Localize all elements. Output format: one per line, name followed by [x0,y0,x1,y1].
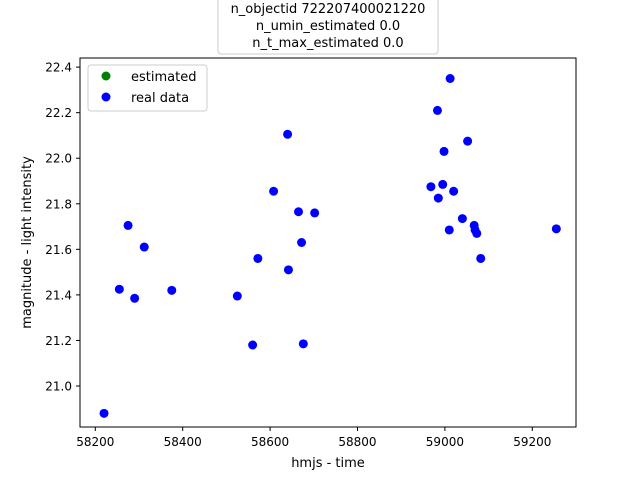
data-point [253,253,263,263]
y-axis-label: magnitude - light intensity [20,156,35,329]
data-point [283,129,293,139]
x-tick-label: 59000 [426,435,464,449]
y-tick-label: 21.4 [45,288,72,302]
x-axis-ticks: 58200 58400 58600 58800 59000 59200 [76,427,551,449]
data-point [551,224,561,234]
data-point [433,193,443,203]
legend-marker-real-data [101,92,111,102]
data-point [130,293,140,303]
y-axis-ticks: 21.0 21.2 21.4 21.6 21.8 22.0 22.2 22.4 [45,61,80,394]
data-point [167,285,177,295]
data-point [114,284,124,294]
y-tick-label: 22.0 [45,152,72,166]
data-point [463,136,473,146]
x-tick-label: 58600 [251,435,289,449]
x-tick-label: 58400 [164,435,202,449]
legend-label-estimated: estimated [131,70,196,85]
data-point [294,207,303,217]
data-point [449,186,459,196]
title-box-frame [217,0,439,55]
x-tick-label: 58200 [76,435,114,449]
data-point [298,339,308,349]
data-point [283,265,293,275]
y-tick-label: 21.8 [45,197,72,211]
y-tick-label: 21.6 [45,243,72,257]
data-point [476,253,486,263]
data-point [232,291,242,301]
data-point [99,408,109,418]
data-point [248,340,258,350]
data-points [99,74,561,418]
data-point [438,179,448,189]
data-point [444,225,454,235]
x-tick-label: 59200 [513,435,551,449]
data-point [445,74,455,83]
legend-marker-estimated [101,71,111,81]
data-point [269,186,279,196]
title-line-3: n_t_max_estimated 0.0 [252,36,403,51]
title-line-2: n_umin_estimated 0.0 [256,19,400,34]
data-point [297,238,307,247]
axes-frame [79,57,577,428]
y-tick-label: 21.0 [45,380,72,394]
y-tick-label: 22.4 [45,61,72,75]
title-line-1: n_objectid 722207400021220 [231,2,426,17]
data-point [472,228,482,238]
data-point [310,208,320,218]
data-point [123,220,133,230]
data-point [457,214,467,224]
y-tick-label: 21.2 [45,334,72,348]
y-tick-label: 22.2 [45,106,72,120]
legend-label-real-data: real data [131,91,189,106]
data-point [139,242,149,252]
legend-frame [87,64,208,112]
x-axis-label: hmjs - time [291,456,365,471]
title-box: n_objectid 722207400021220 n_umin_estima… [217,0,439,55]
legend: estimated real data [87,64,208,112]
data-point [426,182,436,192]
data-point [432,105,442,115]
x-tick-label: 58800 [338,435,376,449]
data-point [439,146,449,156]
